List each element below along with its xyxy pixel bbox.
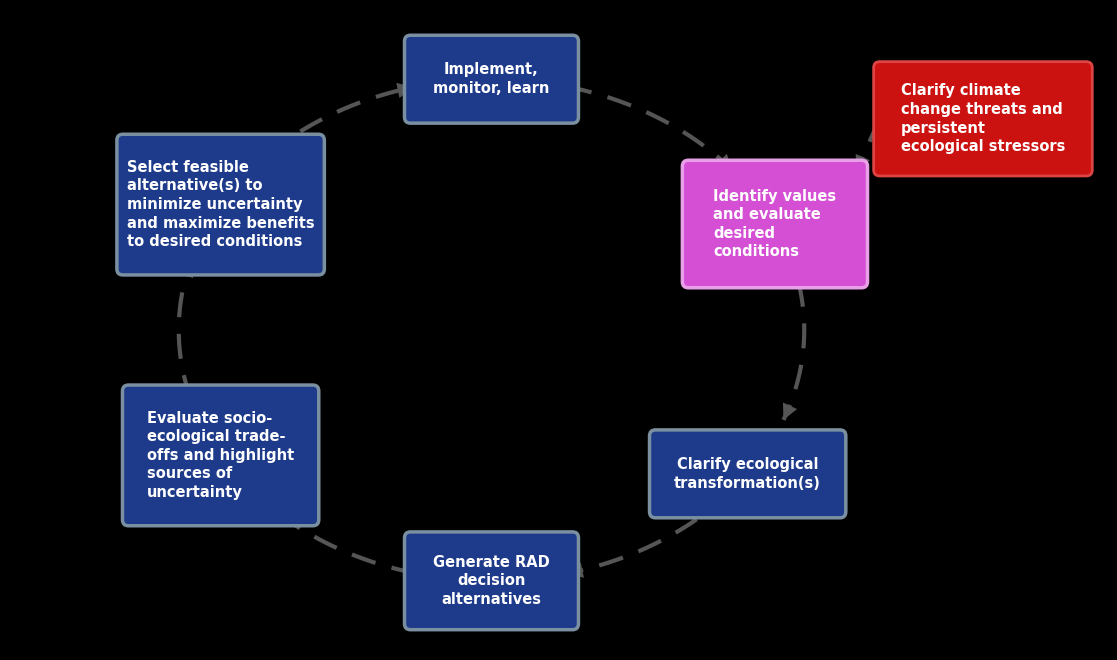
FancyBboxPatch shape (873, 61, 1092, 176)
Text: Implement,
monitor, learn: Implement, monitor, learn (433, 63, 550, 96)
FancyBboxPatch shape (117, 134, 324, 275)
Text: Clarify ecological
transformation(s): Clarify ecological transformation(s) (675, 457, 821, 490)
FancyBboxPatch shape (682, 160, 868, 288)
FancyBboxPatch shape (404, 532, 579, 630)
Text: Generate RAD
decision
alternatives: Generate RAD decision alternatives (433, 554, 550, 607)
FancyBboxPatch shape (404, 35, 579, 123)
FancyBboxPatch shape (123, 385, 318, 526)
Text: Evaluate socio-
ecological trade-
offs and highlight
sources of
uncertainty: Evaluate socio- ecological trade- offs a… (147, 411, 294, 500)
Text: Clarify climate
change threats and
persistent
ecological stressors: Clarify climate change threats and persi… (900, 83, 1066, 154)
Text: Identify values
and evaluate
desired
conditions: Identify values and evaluate desired con… (714, 189, 837, 259)
Text: Select feasible
alternative(s) to
minimize uncertainty
and maximize benefits
to : Select feasible alternative(s) to minimi… (127, 160, 314, 249)
FancyBboxPatch shape (649, 430, 846, 518)
